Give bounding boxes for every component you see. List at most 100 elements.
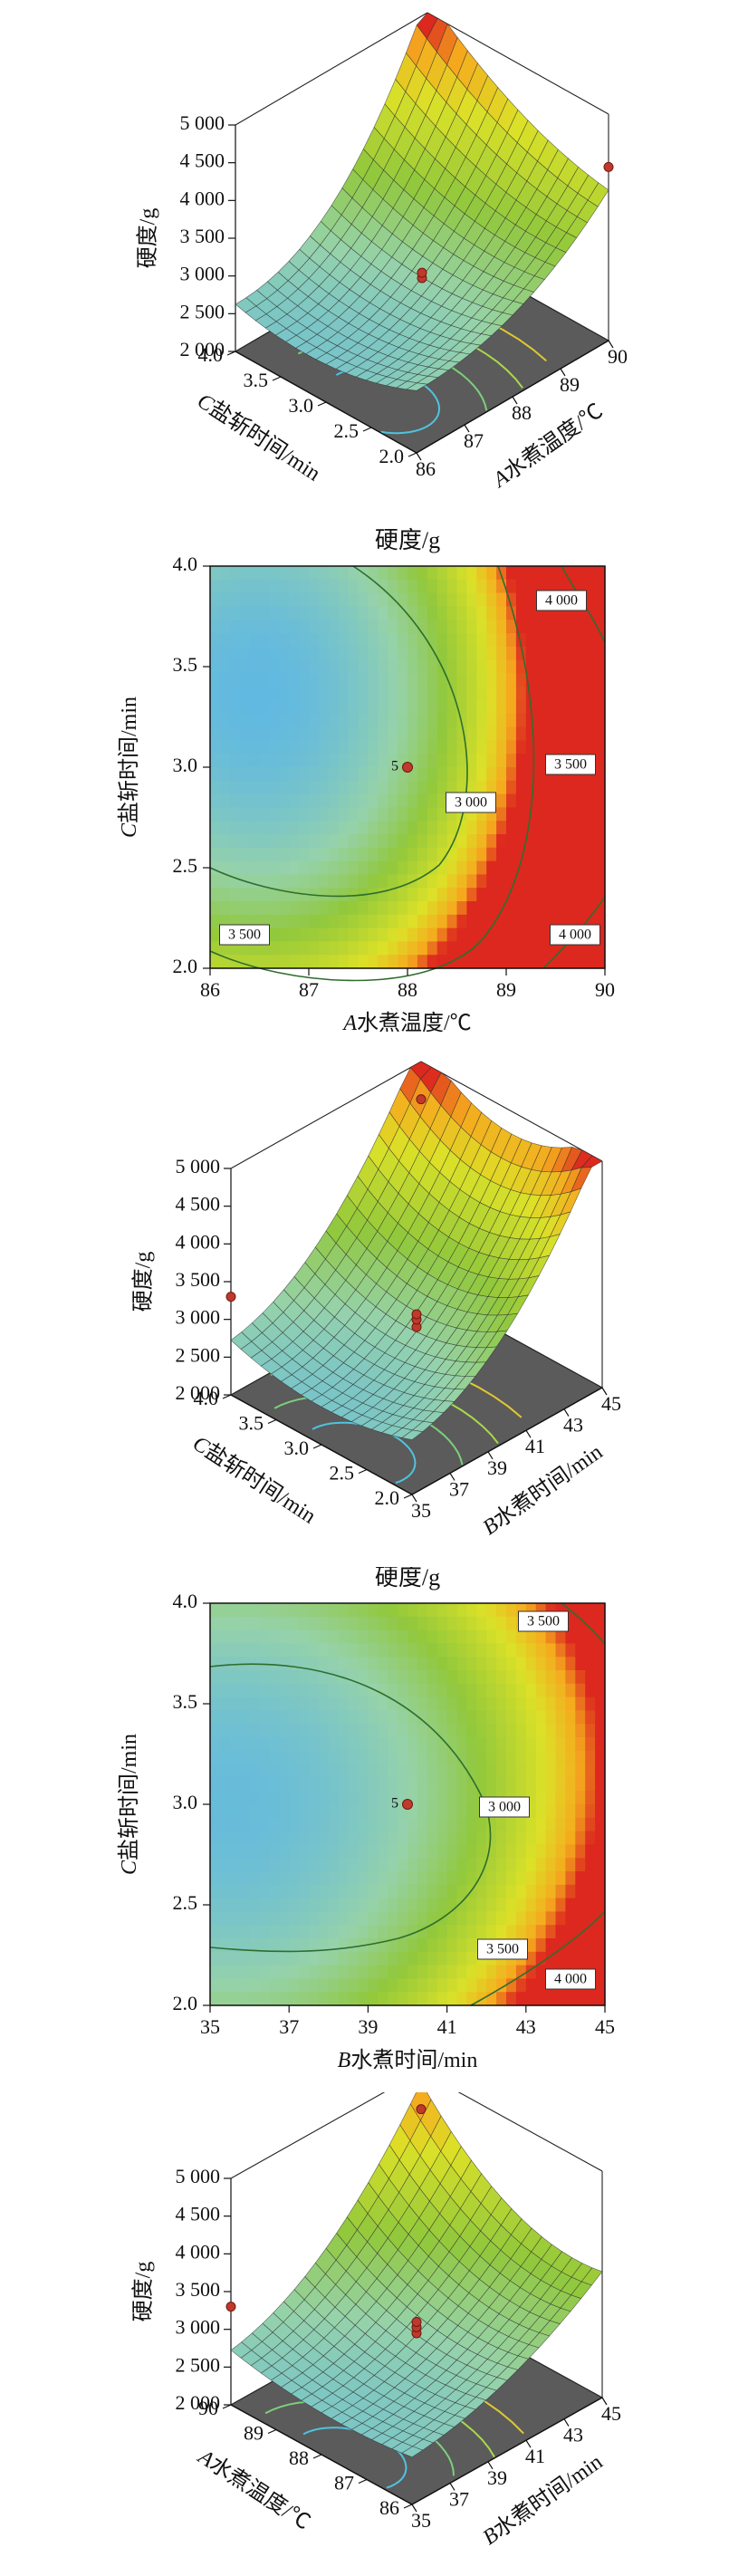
x-tick-label: 89	[496, 978, 516, 1001]
contour-fill-cell	[466, 1616, 477, 1631]
contour-fill-cell	[279, 1643, 290, 1658]
contour-fill-cell	[408, 579, 418, 594]
contour-fill-cell	[525, 1925, 537, 1939]
x-tick-label: 86	[200, 978, 220, 1001]
contour-fill-cell	[279, 1951, 290, 1966]
contour-fill-cell	[575, 793, 586, 808]
contour-fill-cell	[525, 754, 537, 768]
contour-fill-cell	[555, 1831, 566, 1845]
contour-fill-cell	[446, 874, 458, 889]
contour-fill-cell	[229, 1804, 241, 1819]
contour-fill-cell	[309, 1911, 320, 1926]
contour-fill-cell	[358, 874, 369, 889]
contour-fill-cell	[417, 1804, 428, 1819]
contour-fill-cell	[535, 1791, 547, 1805]
contour-fill-cell	[279, 1858, 290, 1872]
contour-fill-cell	[219, 1750, 231, 1765]
contour-fill-cell	[289, 1791, 300, 1805]
contour-fill-cell	[575, 1925, 586, 1939]
contour-fill-cell	[279, 847, 290, 862]
contour-fill-cell	[219, 1925, 231, 1939]
contour-fill-cell	[486, 659, 497, 674]
contour-fill-cell	[259, 1764, 270, 1778]
contour-fill-cell	[555, 1858, 566, 1872]
contour-fill-cell	[299, 955, 310, 969]
contour-fill-cell	[427, 793, 438, 808]
contour-fill-cell	[249, 1978, 261, 1993]
contour-fill-cell	[309, 1791, 320, 1805]
contour-fill-cell	[229, 1817, 241, 1832]
contour-fill-cell	[575, 1858, 586, 1872]
left-axis-tick-label: 3.0	[284, 1437, 310, 1459]
contour-fill-cell	[259, 807, 270, 822]
contour-fill-cell	[368, 793, 379, 808]
contour-fill-cell	[595, 687, 606, 701]
contour-fill-cell	[496, 1737, 507, 1752]
contour-fill-cell	[219, 633, 231, 648]
contour-fill-cell	[466, 673, 477, 687]
contour-fill-cell	[229, 780, 241, 795]
contour-fill-cell	[259, 633, 270, 648]
contour-fill-cell	[210, 847, 221, 862]
contour-fill-cell	[358, 1616, 369, 1631]
contour-fill-cell	[565, 700, 576, 715]
contour-fill-cell	[476, 1978, 487, 1993]
contour-fill-cell	[436, 821, 448, 835]
contour-fill-cell	[388, 1710, 398, 1725]
contour-label: 3 500	[554, 757, 587, 773]
contour-fill-cell	[486, 1710, 497, 1725]
contour-fill-cell	[269, 1992, 280, 2006]
contour-fill-cell	[456, 1683, 467, 1698]
contour-fill-cell	[338, 847, 350, 862]
contour-fill-cell	[545, 1871, 557, 1886]
contour-fill-cell	[210, 726, 221, 741]
contour-fill-cell	[309, 821, 320, 835]
contour-fill-cell	[436, 700, 448, 715]
contour-fill-cell	[328, 1844, 340, 1859]
contour-fill-cell	[446, 1710, 458, 1725]
contour-fill-cell	[368, 1844, 379, 1859]
contour-fill-cell	[545, 1764, 557, 1778]
back-top-edge-right	[427, 12, 609, 115]
contour-fill-cell	[279, 1777, 290, 1792]
contour-fill-cell	[219, 1643, 231, 1658]
contour-fill-cell	[506, 928, 517, 942]
contour-fill-cell	[545, 860, 557, 875]
contour-fill-cell	[545, 847, 557, 862]
contour-fill-cell	[555, 726, 566, 741]
contour-fill-cell	[466, 1804, 477, 1819]
contour-fill-cell	[358, 740, 369, 755]
contour-fill-cell	[398, 687, 408, 701]
contour-fill-cell	[545, 901, 557, 916]
contour-fill-cell	[348, 1978, 360, 1993]
contour-fill-cell	[348, 821, 360, 835]
contour-fill-cell	[279, 1844, 290, 1859]
contour-fill-cell	[427, 1992, 438, 2006]
contour-fill-cell	[210, 1844, 221, 1859]
contour-fill-cell	[269, 1791, 280, 1805]
surface-plot-a-c: 5 000 4 500 4 000 3 500 3 000 2 500 2 000 硬度/g 4…	[0, 0, 748, 516]
contour-fill-cell	[545, 740, 557, 755]
surface-facet	[401, 2446, 424, 2458]
contour-fill-cell	[427, 1616, 438, 1631]
contour-fill-cell	[388, 955, 398, 969]
contour-fill-cell	[269, 1911, 280, 1926]
contour-fill-cell	[476, 1858, 487, 1872]
contour-fill-cell	[239, 1724, 251, 1738]
contour-fill-cell	[466, 1683, 477, 1698]
contour-fill-cell	[456, 1898, 467, 1912]
contour-fill-cell	[259, 646, 270, 661]
contour-fill-cell	[219, 793, 231, 808]
contour-fill-cell	[545, 1737, 557, 1752]
contour-fill-cell	[545, 1791, 557, 1805]
contour-fill-cell	[239, 620, 251, 634]
contour-fill-cell	[259, 1978, 270, 1993]
design-point	[225, 2302, 236, 2312]
contour-fill-cell	[466, 687, 477, 701]
contour-fill-cell	[259, 1871, 270, 1886]
contour-fill-cell	[585, 847, 596, 862]
contour-title: 硬度/g	[375, 527, 440, 553]
z-tick-label: 5 000	[176, 2165, 221, 2187]
contour-fill-cell	[338, 1978, 350, 1993]
left-axis-tick-label: 4.0	[198, 343, 224, 366]
